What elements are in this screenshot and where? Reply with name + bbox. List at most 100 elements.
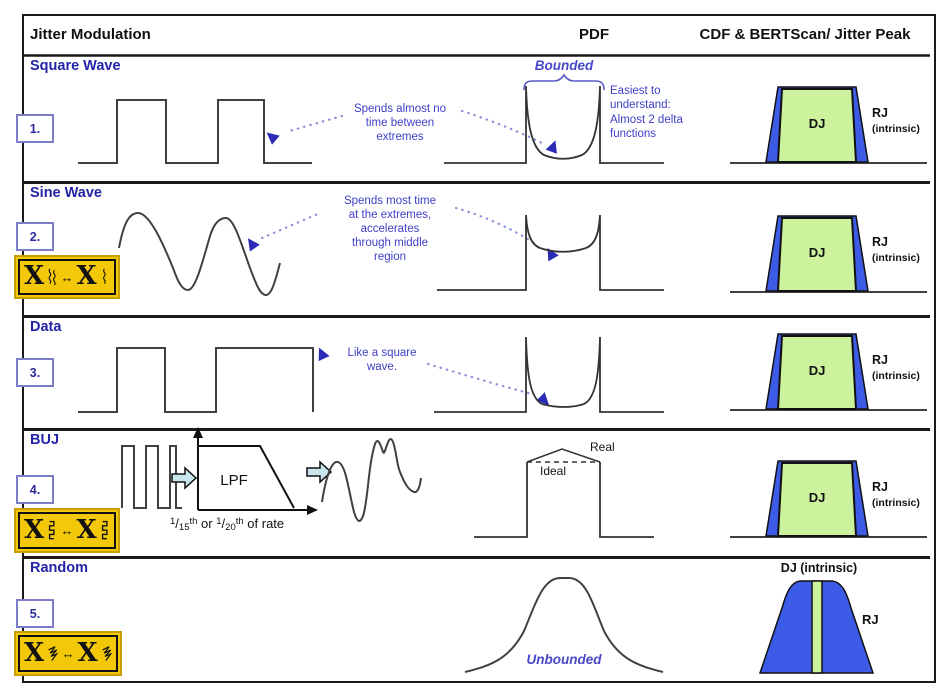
row4-eye-diagram-badge: X ↔ X (14, 508, 120, 553)
table-frame: Jitter Modulation PDF CDF & BERTScan/ Ji… (14, 14, 936, 683)
row2-dj-label: DJ (808, 245, 826, 260)
row5-djrj-shape (758, 580, 875, 674)
data-wave-drawing (78, 347, 314, 413)
row3-rj-sub: (intrinsic) (872, 370, 920, 382)
row-separators (24, 54, 930, 559)
sine-squiggle-icon (48, 268, 56, 286)
rate-tail: of rate (243, 516, 285, 531)
row3-dj-label: DJ (808, 363, 826, 378)
row2-rj-label: RJ (intrinsic) (872, 235, 920, 265)
badge-arrow-icon: ↔ (61, 646, 75, 661)
bounded-brace (523, 73, 605, 91)
rate-den2: 20 (225, 522, 236, 533)
lpf-y-axis-arrowhead-icon (193, 427, 203, 438)
row1-title: Square Wave (30, 58, 121, 74)
lpf-block-label: LPF (220, 472, 248, 489)
row5-badge-inner: X ↔ X (18, 635, 118, 672)
row3-rj-text: RJ (872, 353, 888, 367)
row4-badge-inner: X ↔ X (18, 512, 116, 549)
row1-number-box: 1. (16, 114, 54, 143)
row2-eye-diagram-badge: X ↔ X (14, 255, 120, 299)
badge-arrow-icon: ↔ (60, 523, 74, 538)
row4-number-box: 4. (16, 475, 54, 504)
eye-diagram-x: X (24, 514, 45, 545)
eye-diagram-x: X (76, 514, 97, 545)
square-wave-squiggle-icon (101, 520, 108, 539)
eye-diagram-x: X (77, 637, 98, 668)
row4-dj-label: DJ (808, 490, 826, 505)
rate-slash2: / (221, 516, 226, 531)
row3-rj-label: RJ (intrinsic) (872, 353, 920, 383)
rate-or: or (197, 516, 217, 531)
header-pdf: PDF (579, 26, 609, 43)
row1-rj-sub: (intrinsic) (872, 123, 920, 135)
lpf-rate-note: 1/15th or 1/20th of rate (170, 516, 285, 533)
row2-annotation: Spends most time at the extremes, accele… (343, 195, 437, 264)
row4-pdf-curve (474, 448, 654, 538)
row5-eye-diagram-badge: X ↔ X (14, 631, 122, 676)
rate-sup2: th (235, 516, 244, 527)
row3-dotted-leaders (426, 362, 534, 396)
row1-pdf-marker-icon (545, 138, 562, 154)
row1-rj-text: RJ (872, 106, 888, 120)
row1-pdf-note: Easiest to understand: Almost 2 delta fu… (610, 85, 683, 141)
rate-den1: 15 (178, 522, 190, 533)
row4-rj-label: RJ (intrinsic) (872, 480, 920, 510)
row2-badge-inner: X ↔ X (18, 259, 116, 295)
row3-title: Data (30, 319, 62, 335)
row5-unbounded-label: Unbounded (526, 652, 602, 667)
square-wave-drawing (78, 99, 312, 164)
fast-square-wave-drawing (121, 445, 182, 509)
block-arrow-1-icon (171, 466, 198, 490)
sine-wave-drawing (118, 211, 281, 297)
gaussian-curve (464, 577, 664, 673)
row5-title: Random (30, 560, 88, 576)
row3-number-box: 3. (16, 358, 54, 387)
row5-dj-intrinsic-label: DJ (intrinsic) (780, 561, 858, 575)
diagram-canvas (24, 54, 930, 674)
row1-wave-marker-icon (262, 127, 280, 145)
row2-pdf-curve (437, 214, 664, 291)
row2-title: Sine Wave (30, 185, 102, 201)
row1-annotation: Spends almost no time between extremes (353, 103, 447, 144)
row1-dj-label: DJ (808, 116, 826, 131)
noise-squiggle-icon (102, 645, 112, 661)
row2-pdf-marker-icon (542, 244, 559, 262)
row3-wave-marker-icon (313, 345, 330, 362)
row2-dotted-leaders (260, 206, 540, 248)
rate-sup1: th (189, 516, 198, 527)
lpf-response-curve (198, 445, 295, 509)
row4-ideal-label: Ideal (540, 464, 567, 478)
filtered-wave-drawing (321, 437, 422, 522)
rate-num2: 1 (216, 516, 222, 527)
eye-diagram-x: X (24, 261, 45, 292)
row5-number-box: 5. (16, 599, 54, 628)
row2-rj-sub: (intrinsic) (872, 252, 920, 264)
eye-diagram-x: X (24, 637, 45, 668)
row2-rj-text: RJ (872, 235, 888, 249)
row1-pdf-curve (444, 85, 664, 164)
row3-pdf-curve (434, 336, 664, 413)
rate-num1: 1 (170, 516, 176, 527)
row1-bounded-label: Bounded (534, 58, 594, 73)
header-jitter-modulation: Jitter Modulation (30, 26, 151, 43)
sine-squiggle-icon (102, 268, 106, 285)
row4-rj-sub: (intrinsic) (872, 497, 920, 509)
square-wave-squiggle-icon (49, 520, 55, 539)
row4-title: BUJ (30, 432, 60, 448)
header-cdf-bertscan: CDF & BERTScan/ Jitter Peak (699, 26, 911, 43)
noise-squiggle-icon (48, 645, 59, 661)
row4-real-label: Real (590, 440, 615, 454)
row1-rj-label: RJ (intrinsic) (872, 106, 920, 136)
row3-annotation: Like a square wave. (347, 347, 417, 374)
row2-number-box: 2. (16, 222, 54, 251)
eye-diagram-x: X (76, 261, 97, 292)
block-arrow-2-icon (306, 460, 333, 484)
row2-wave-marker-icon (243, 234, 260, 252)
rate-slash1: / (175, 516, 179, 531)
row4-rj-text: RJ (872, 480, 888, 494)
lpf-axes (197, 436, 308, 511)
row5-rj-label: RJ (862, 612, 879, 627)
badge-arrow-icon: ↔ (60, 269, 74, 285)
